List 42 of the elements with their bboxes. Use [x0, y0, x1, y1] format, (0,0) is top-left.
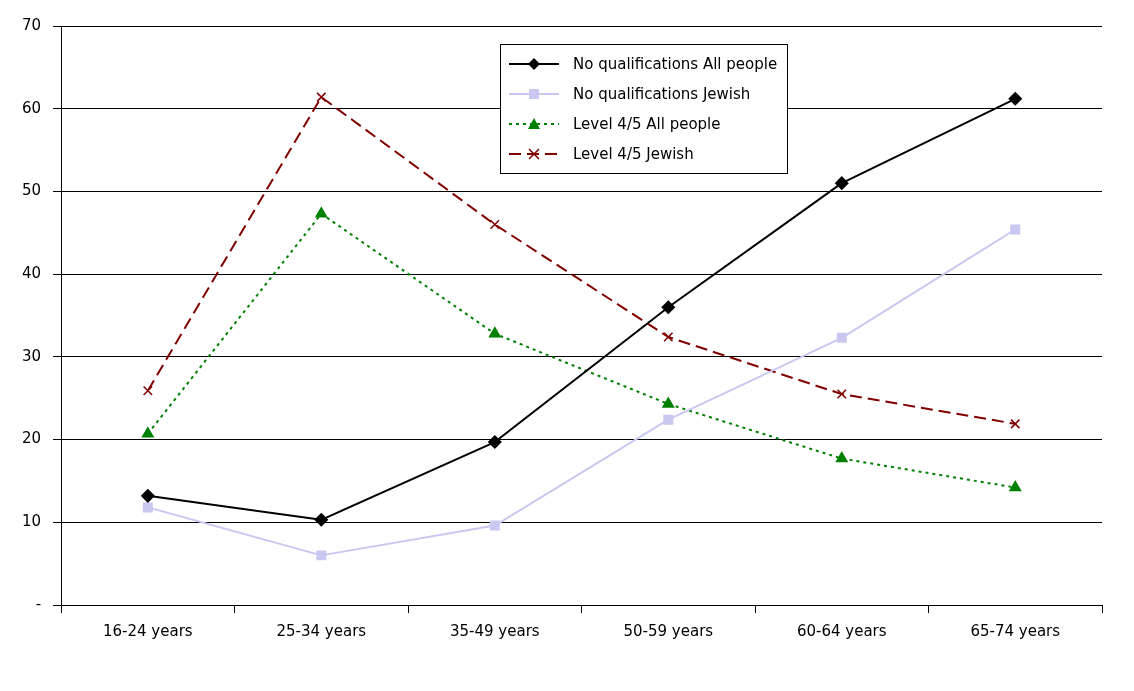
legend-label: Level 4/5 All people — [573, 114, 721, 135]
point — [489, 520, 500, 531]
point — [488, 435, 502, 449]
legend-label: Level 4/5 Jewish — [573, 144, 694, 165]
point — [314, 513, 329, 527]
point — [1010, 224, 1021, 235]
point — [662, 397, 675, 408]
y-tick-label: 10 — [21, 512, 42, 531]
point — [316, 92, 327, 103]
x-tick-label: 65-74 years — [970, 621, 1061, 640]
point — [488, 326, 501, 338]
point — [489, 219, 500, 230]
legend-label: No qualifications Jewish — [573, 84, 751, 105]
point — [1008, 92, 1023, 106]
x-tick-label: 25-34 years — [276, 621, 367, 640]
point — [316, 550, 327, 561]
point — [836, 389, 847, 400]
y-tick-label: 60 — [21, 98, 42, 117]
point — [141, 489, 155, 503]
y-tick-label: 20 — [21, 429, 42, 448]
y-tick-label: - — [35, 594, 42, 613]
legend-label: No qualifications All people — [573, 54, 778, 75]
y-tick-label: 30 — [21, 346, 42, 365]
x-tick-label: 35-49 years — [449, 621, 540, 640]
y-tick-label: 40 — [21, 264, 42, 283]
point — [835, 451, 848, 463]
x-tick-label: 16-24 years — [103, 621, 193, 640]
point — [663, 332, 674, 342]
point — [142, 502, 153, 513]
point — [141, 427, 154, 438]
point — [1010, 418, 1021, 429]
point — [836, 332, 847, 343]
point — [315, 207, 328, 218]
y-tick-label: 70 — [21, 15, 42, 34]
point — [142, 385, 153, 396]
point — [835, 176, 849, 190]
x-tick-label: 60-64 years — [796, 621, 887, 640]
x-tick-label: 50-59 years — [623, 621, 714, 640]
point — [663, 414, 674, 425]
point — [1009, 480, 1022, 492]
y-tick-label: 50 — [21, 181, 42, 200]
point — [661, 300, 676, 314]
